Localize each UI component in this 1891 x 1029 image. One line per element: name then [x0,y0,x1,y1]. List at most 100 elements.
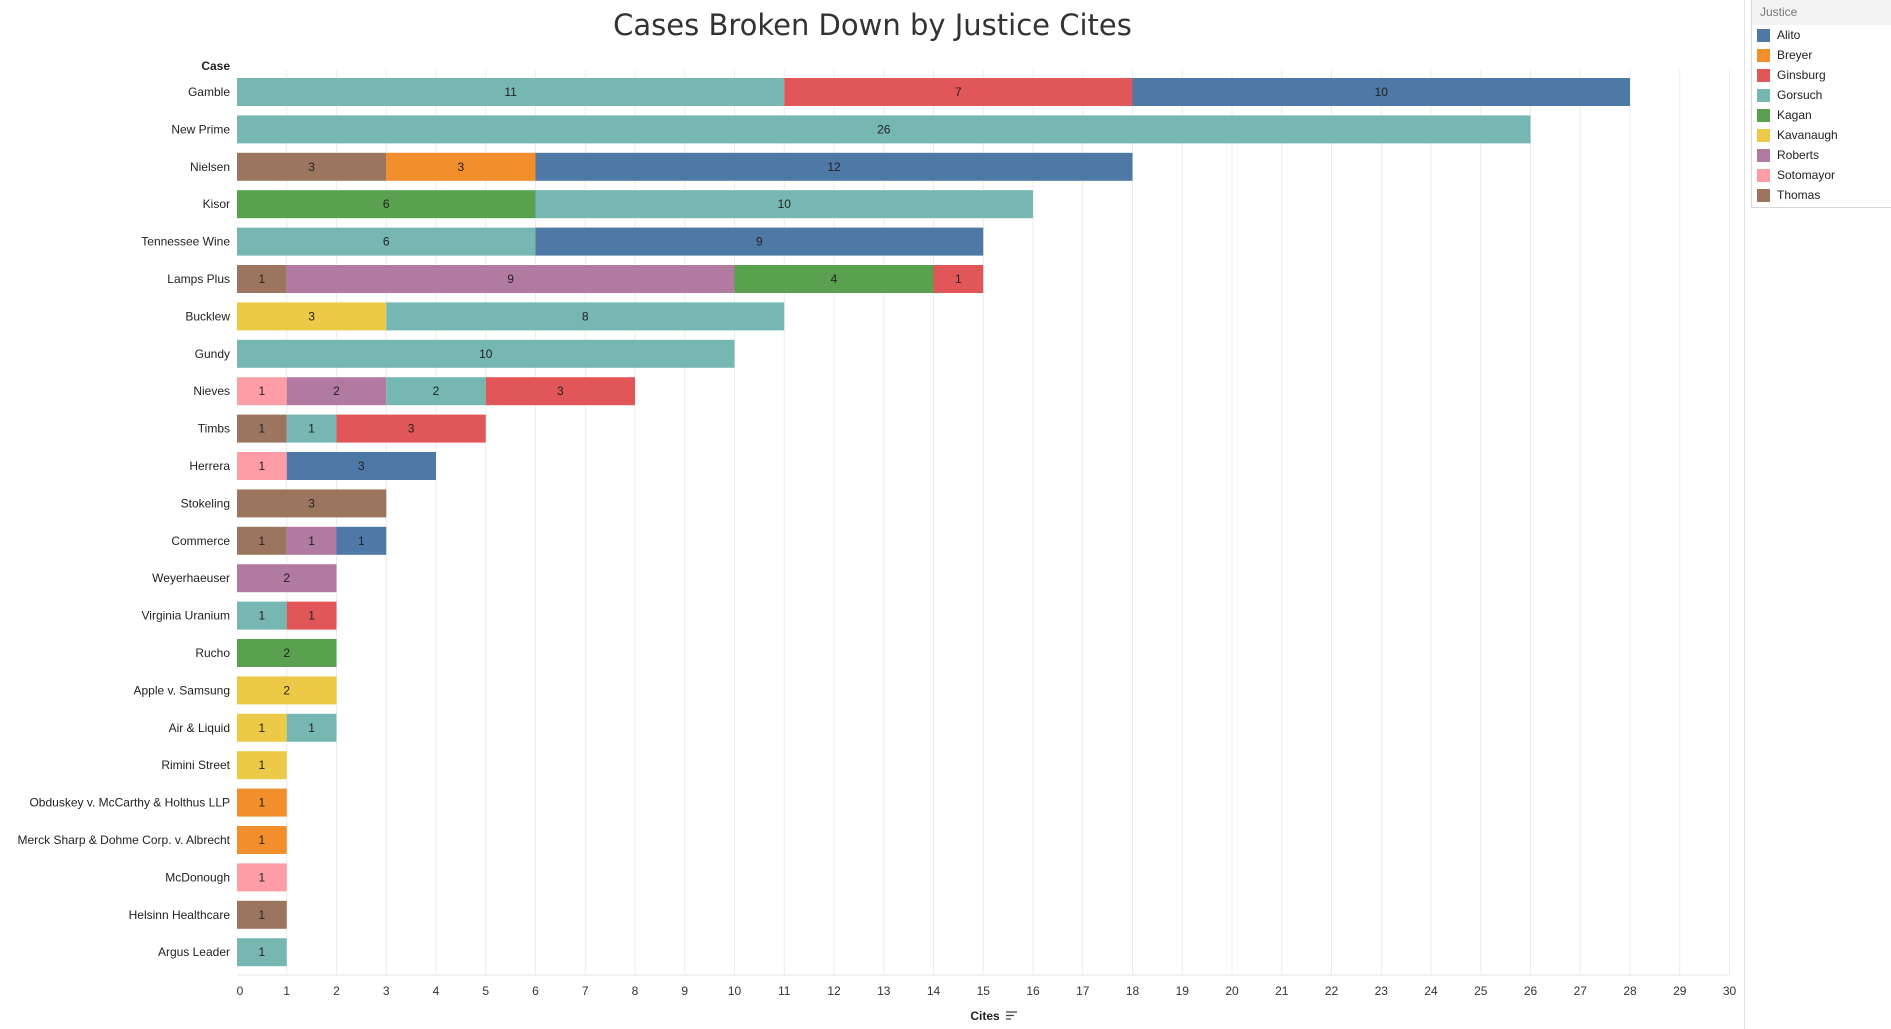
x-tick-label: 17 [1076,984,1090,998]
bar-segment[interactable] [237,227,536,256]
category-label[interactable]: Helsinn Healthcare [129,908,231,922]
bar-value-label: 1 [259,908,266,922]
row-header[interactable]: Case [201,59,230,73]
legend-item[interactable]: Kagan [1752,105,1891,125]
bar-segment[interactable] [237,826,287,854]
bar-segment[interactable] [237,639,337,667]
bar-segment[interactable] [386,302,785,331]
bar-segment[interactable] [535,152,1133,181]
bar-segment[interactable] [237,676,337,705]
category-label[interactable]: Rucho [195,646,230,660]
category-label[interactable]: Apple v. Samsung [134,683,231,697]
legend-item[interactable]: Roberts [1752,145,1891,165]
bar-segment[interactable] [286,414,337,443]
category-label[interactable]: Merck Sharp & Dohme Corp. v. Albrecht [17,833,230,847]
legend-swatch [1757,168,1770,182]
category-label[interactable]: Nielsen [190,160,230,174]
legend-swatch [1757,88,1770,102]
x-tick-label: 26 [1524,984,1538,998]
category-label[interactable]: Obduskey v. McCarthy & Holthus LLP [29,796,230,810]
bar-value-label: 1 [259,945,266,959]
x-tick-label: 29 [1673,984,1687,998]
bar-segment[interactable] [286,601,337,630]
bar-segment[interactable] [237,900,287,929]
category-label[interactable]: Virginia Uranium [142,609,230,623]
bar-segment[interactable] [784,78,1133,106]
legend-item[interactable]: Thomas [1752,185,1891,205]
bar-segment[interactable] [237,377,287,406]
bar-segment[interactable] [485,377,635,406]
bar-segment[interactable] [237,414,287,443]
legend-item[interactable]: Kavanaugh [1752,125,1891,145]
bar-segment[interactable] [237,564,337,593]
x-axis-label[interactable]: Cites [970,1009,1000,1023]
bar-segment[interactable] [336,414,486,443]
legend-item[interactable]: Sotomayor [1752,165,1891,185]
bar-segment[interactable] [237,788,287,817]
bar-segment[interactable] [237,713,287,742]
bar-segment[interactable] [286,452,436,480]
bar-segment[interactable] [237,489,387,518]
bar-segment[interactable] [237,265,287,293]
bar-segment[interactable] [237,339,735,368]
bar-segment[interactable] [237,452,287,480]
bar-segment[interactable] [286,713,337,742]
bar-segment[interactable] [237,115,1531,144]
bar-segment[interactable] [386,377,486,406]
category-label[interactable]: Nieves [193,384,230,398]
bar-segment[interactable] [535,190,1034,219]
bar-segment[interactable] [336,526,387,555]
category-label[interactable]: New Prime [171,122,230,136]
legend-label: Alito [1777,28,1801,42]
bar-value-label: 1 [259,758,266,772]
category-label[interactable]: Air & Liquid [169,721,230,735]
bar-segment[interactable] [386,152,536,181]
category-label[interactable]: Commerce [171,534,230,548]
bar-segment[interactable] [237,152,387,181]
legend-item[interactable]: Ginsburg [1752,65,1891,85]
legend-item[interactable]: Breyer [1752,45,1891,65]
bar-segment[interactable] [237,938,287,967]
bar-segment[interactable] [237,601,287,630]
legend-label: Ginsburg [1777,68,1826,82]
bar-segment[interactable] [286,377,387,406]
bar-segment[interactable] [933,265,984,293]
category-label[interactable]: Gundy [195,347,230,361]
legend-swatch [1757,108,1770,122]
bar-segment[interactable] [286,265,735,293]
category-label[interactable]: Kisor [203,197,230,211]
category-label[interactable]: Timbs [198,422,230,436]
category-label[interactable]: Lamps Plus [167,272,230,286]
category-label[interactable]: Stokeling [181,496,230,510]
category-label[interactable]: McDonough [165,870,230,884]
bar-segment[interactable] [535,227,984,256]
category-label[interactable]: Rimini Street [161,758,230,772]
legend-item[interactable]: Gorsuch [1752,85,1891,105]
category-label[interactable]: Herrera [189,459,230,473]
category-label[interactable]: Tennessee Wine [141,235,230,249]
bar-segment[interactable] [237,190,536,219]
bar-segment[interactable] [237,863,287,892]
bar-value-label: 10 [778,197,792,211]
bar-segment[interactable] [237,526,287,555]
bar-segment[interactable] [237,302,387,331]
bar-value-label: 1 [259,534,266,548]
bar-value-label: 1 [259,384,266,398]
legend-item[interactable]: Alito [1752,25,1891,45]
category-label[interactable]: Weyerhaeuser [152,571,230,585]
category-label[interactable]: Gamble [188,85,230,99]
legend-swatch [1757,148,1770,162]
bar-segment[interactable] [734,265,934,293]
bar-segment[interactable] [237,78,785,106]
sort-icon[interactable] [1006,1011,1017,1020]
bar-segment[interactable] [1132,78,1631,106]
bar-segment[interactable] [237,751,287,780]
category-label[interactable]: Bucklew [185,309,230,323]
category-label[interactable]: Argus Leader [158,945,230,959]
x-tick-label: 23 [1375,984,1389,998]
bar-segment[interactable] [286,526,337,555]
legend-title[interactable]: Justice [1752,0,1891,25]
bar-value-label: 1 [259,422,266,436]
